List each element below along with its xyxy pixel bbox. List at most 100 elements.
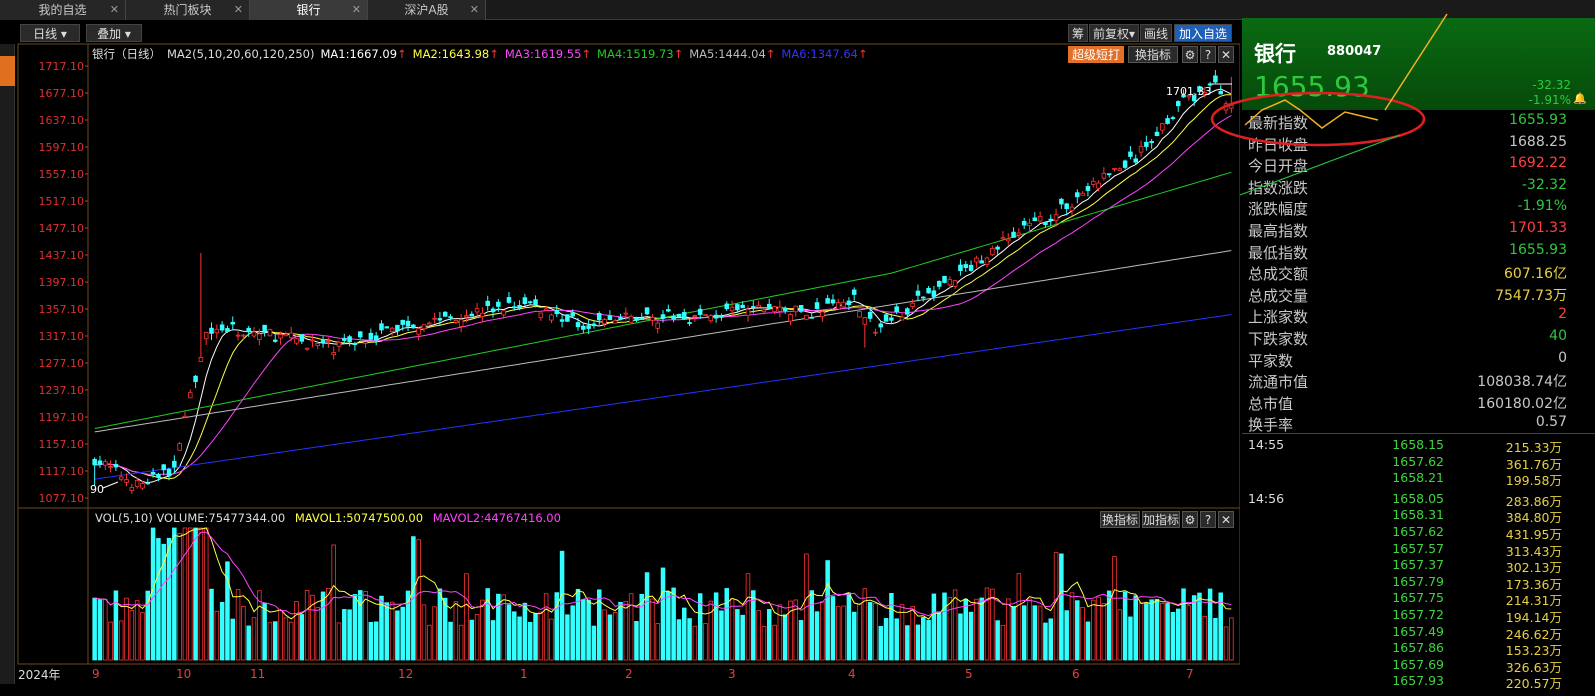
- volume-bar: [873, 603, 878, 661]
- volume-bar: [262, 602, 267, 661]
- period-select[interactable]: 日线 ▾: [20, 24, 80, 42]
- close-icon[interactable]: ✕: [469, 3, 479, 16]
- volume-bar: [299, 614, 305, 661]
- candle-body: [294, 338, 299, 344]
- volume-bar: [681, 607, 687, 661]
- super-short-button[interactable]: 超级短打: [1068, 46, 1124, 63]
- candle-body: [936, 280, 942, 287]
- volume-bar: [660, 567, 666, 661]
- candle-body: [368, 332, 374, 340]
- tab-watchlist[interactable]: 我的自选 ✕: [0, 0, 126, 20]
- bell-icon[interactable]: 🔔: [1573, 92, 1587, 105]
- candle-body: [751, 306, 756, 308]
- y-tick-label: 1277.10: [39, 357, 85, 370]
- candle-body: [458, 319, 464, 327]
- candle-body: [1213, 75, 1218, 83]
- draw-button[interactable]: 画线: [1140, 24, 1172, 42]
- tab-bank[interactable]: 银行 ✕: [250, 0, 368, 20]
- volume-bar: [453, 601, 459, 661]
- candle-body: [1053, 214, 1059, 222]
- stat-label: 下跌家数: [1248, 330, 1309, 348]
- candle-body: [156, 474, 161, 478]
- gear-icon[interactable]: ⚙: [1182, 46, 1198, 63]
- volume-bar: [437, 588, 443, 661]
- close-icon[interactable]: ✕: [1218, 511, 1234, 528]
- close-icon[interactable]: ✕: [351, 3, 361, 16]
- volume-bar: [172, 527, 177, 661]
- volume-bar: [315, 607, 321, 661]
- close-icon[interactable]: ✕: [1218, 46, 1234, 63]
- candle-body: [628, 315, 634, 323]
- candle-body: [644, 307, 650, 315]
- candle-body: [193, 375, 198, 383]
- volume-bar: [830, 596, 836, 661]
- close-icon[interactable]: ✕: [233, 3, 243, 16]
- candle-body: [772, 306, 777, 312]
- volume-bar: [846, 592, 852, 661]
- stat-row: 流通市值 108038.74亿: [1242, 369, 1595, 391]
- candle-body: [634, 317, 639, 321]
- chip-button[interactable]: 筹: [1068, 24, 1088, 42]
- stat-label: 上涨家数: [1248, 308, 1309, 327]
- overlay-select[interactable]: 叠加 ▾: [86, 24, 142, 42]
- candle-body: [1090, 180, 1096, 185]
- stat-label: 总成交额: [1248, 265, 1309, 284]
- tick-price: 1658.05: [1392, 490, 1444, 506]
- volume-bar: [968, 611, 974, 661]
- tab-a-shares[interactable]: 深沪A股 ✕: [368, 0, 486, 20]
- stat-value: 607.16亿: [1504, 266, 1567, 283]
- volume-bar: [676, 619, 682, 661]
- kline-chart[interactable]: 1717.10 1677.10 1637.10 1597.10 1557.10 1517.…: [0, 0, 1240, 696]
- stat-value: 0.57: [1535, 414, 1567, 431]
- vol-mavol2: MAVOL2:44767416.00: [432, 511, 561, 525]
- candle-body: [326, 340, 331, 342]
- volume-bar: [1037, 605, 1043, 661]
- legend-ma-spec: MA2(5,10,20,60,120,250): [167, 47, 315, 61]
- volume-bar: [288, 621, 294, 661]
- stat-label: 指数涨跌: [1248, 178, 1309, 197]
- volume-bar: [1197, 592, 1202, 661]
- add-favorite-button[interactable]: 加入自选: [1174, 24, 1232, 42]
- volume-bar: [458, 624, 464, 661]
- close-icon[interactable]: ✕: [109, 3, 119, 16]
- candle-body: [681, 312, 687, 320]
- volume-bar: [272, 621, 278, 661]
- volume-bar: [565, 614, 570, 661]
- candle-body: [1202, 91, 1208, 95]
- tab-hot-sectors[interactable]: 热门板块 ✕: [126, 0, 250, 20]
- candle-body: [304, 347, 310, 350]
- volume-bar: [729, 598, 735, 661]
- help-icon[interactable]: ?: [1200, 511, 1216, 528]
- candle-body: [1043, 221, 1048, 226]
- candle-body: [793, 305, 799, 313]
- help-icon[interactable]: ?: [1200, 46, 1216, 63]
- candle-body: [660, 314, 666, 319]
- switch-indicator-button[interactable]: 换指标: [1128, 46, 1178, 63]
- candle-body: [618, 317, 623, 319]
- adjust-select[interactable]: 前复权▾: [1089, 24, 1139, 42]
- gear-icon[interactable]: ⚙: [1182, 511, 1198, 528]
- volume-bar: [188, 527, 193, 661]
- volume-bar: [464, 573, 469, 661]
- vol-switch-button[interactable]: 换指标: [1100, 511, 1140, 528]
- volume-bar: [512, 611, 517, 661]
- candle-body: [1069, 206, 1075, 212]
- candle-body: [565, 314, 570, 322]
- y-tick-label: 1437.10: [39, 249, 85, 262]
- volume-bar: [612, 611, 618, 661]
- volume-bar: [857, 603, 862, 661]
- sidebar-active-marker[interactable]: [0, 56, 15, 86]
- volume-bar: [501, 594, 506, 661]
- candle-body: [777, 306, 783, 312]
- volume-bar: [735, 609, 740, 661]
- candle-body: [1122, 160, 1128, 168]
- volume-bar: [1218, 592, 1223, 661]
- y-tick-label: 1597.10: [39, 141, 85, 154]
- vol-add-button[interactable]: 加指标: [1142, 511, 1180, 528]
- candle-body: [713, 314, 719, 319]
- candle-body: [703, 314, 708, 316]
- candle-body: [719, 315, 724, 318]
- candle-body: [124, 479, 129, 483]
- candle-body: [968, 264, 974, 271]
- candle-body: [1181, 94, 1186, 98]
